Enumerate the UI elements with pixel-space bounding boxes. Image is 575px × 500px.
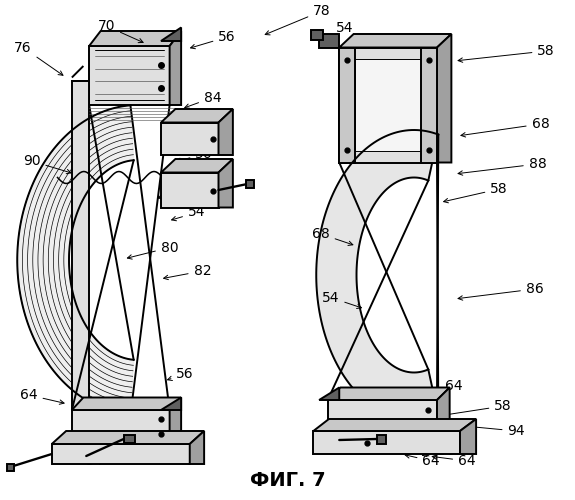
Polygon shape [7, 464, 14, 471]
Text: 54: 54 [322, 290, 362, 308]
Text: 64: 64 [405, 454, 440, 468]
Polygon shape [437, 34, 451, 162]
Polygon shape [170, 398, 181, 444]
Text: 64: 64 [20, 388, 64, 404]
Text: 54: 54 [86, 451, 104, 468]
Polygon shape [218, 109, 233, 155]
Text: 54: 54 [324, 20, 354, 39]
Text: 58: 58 [444, 182, 508, 203]
Polygon shape [72, 398, 181, 410]
Polygon shape [190, 431, 204, 464]
Polygon shape [124, 435, 135, 442]
Polygon shape [89, 46, 170, 105]
Text: 84: 84 [185, 90, 221, 108]
Text: 64: 64 [418, 379, 463, 396]
Polygon shape [52, 431, 204, 444]
Polygon shape [421, 48, 437, 162]
Text: 54: 54 [186, 122, 221, 138]
Text: 90: 90 [99, 422, 120, 436]
Polygon shape [161, 159, 233, 172]
Text: 56: 56 [190, 30, 236, 49]
Text: 88: 88 [458, 157, 546, 175]
Text: 58: 58 [442, 399, 512, 417]
Polygon shape [328, 388, 450, 400]
Polygon shape [72, 66, 83, 78]
Polygon shape [310, 30, 323, 40]
Text: 54: 54 [171, 206, 205, 221]
Polygon shape [161, 109, 233, 122]
Polygon shape [89, 31, 181, 46]
Polygon shape [339, 48, 355, 162]
Polygon shape [355, 59, 421, 151]
Polygon shape [437, 388, 450, 431]
Polygon shape [328, 400, 437, 431]
Polygon shape [313, 431, 460, 454]
Polygon shape [460, 419, 476, 454]
Text: 68: 68 [312, 227, 353, 246]
Text: 78: 78 [265, 4, 331, 35]
Text: 58: 58 [458, 44, 555, 62]
Text: 92: 92 [158, 184, 193, 199]
Polygon shape [72, 81, 89, 410]
Polygon shape [316, 130, 438, 420]
Text: 90: 90 [23, 154, 71, 174]
Text: 82: 82 [164, 264, 211, 280]
Polygon shape [246, 180, 254, 188]
Polygon shape [161, 28, 181, 41]
Text: ФИГ. 7: ФИГ. 7 [250, 472, 325, 490]
Polygon shape [52, 444, 190, 464]
Text: 64: 64 [432, 454, 476, 468]
Text: 80: 80 [128, 240, 178, 259]
Polygon shape [72, 410, 170, 444]
Polygon shape [161, 398, 181, 410]
Text: 94: 94 [150, 430, 175, 444]
Polygon shape [218, 159, 233, 208]
Text: 68: 68 [461, 117, 549, 137]
Text: 56: 56 [167, 367, 194, 381]
Polygon shape [319, 388, 339, 400]
Text: 86: 86 [458, 282, 543, 300]
Polygon shape [161, 172, 218, 208]
Text: 56: 56 [176, 147, 213, 162]
Text: 76: 76 [14, 40, 63, 76]
Text: 96: 96 [423, 444, 454, 458]
Text: 70: 70 [345, 74, 370, 92]
Polygon shape [339, 34, 451, 48]
Text: 70: 70 [98, 19, 143, 42]
Polygon shape [170, 31, 181, 105]
Polygon shape [339, 48, 437, 162]
Polygon shape [313, 419, 476, 431]
Polygon shape [377, 435, 386, 444]
Polygon shape [161, 122, 218, 155]
Text: 90: 90 [122, 443, 140, 457]
Text: 94: 94 [447, 422, 525, 438]
Polygon shape [319, 34, 339, 48]
Polygon shape [17, 106, 133, 414]
